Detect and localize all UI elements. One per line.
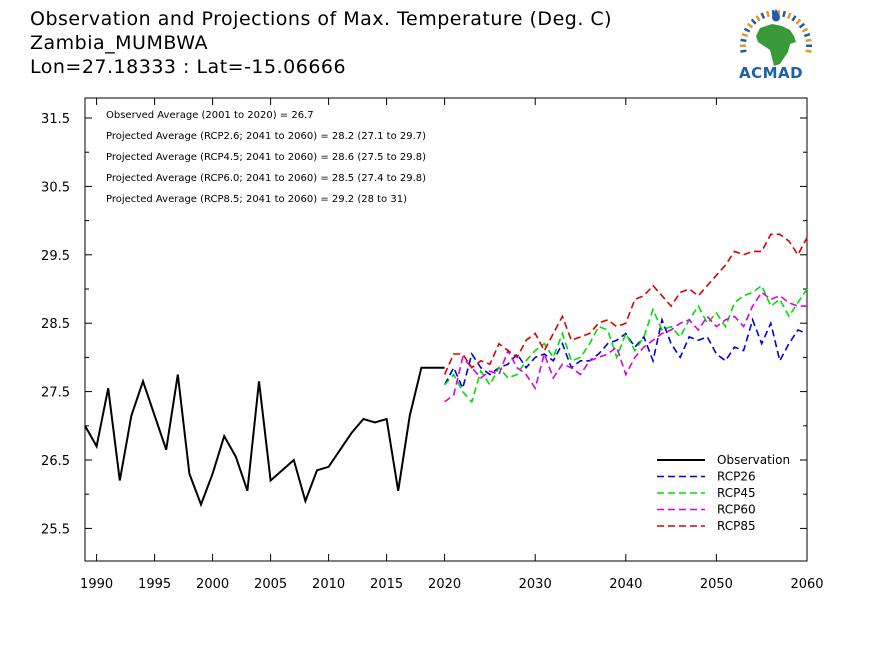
series-line-observation xyxy=(84,366,445,508)
logo-ray xyxy=(805,38,812,43)
annotation-line: Projected Average (RCP4.5; 2041 to 2060)… xyxy=(106,152,426,163)
logo-ray xyxy=(741,32,749,38)
y-tick-label: 28.5 xyxy=(41,317,70,332)
station-coordinates: Lon=27.18333 : Lat=-15.06666 xyxy=(30,56,347,78)
plot-frame xyxy=(84,97,808,562)
x-tick-label: 2000 xyxy=(196,577,229,592)
logo-ray xyxy=(798,22,806,29)
annotation-line: Observed Average (2001 to 2020) = 26.7 xyxy=(106,110,314,121)
y-tick-label: 26.5 xyxy=(41,454,70,469)
x-tick-label: 2050 xyxy=(700,577,733,592)
legend-label-rcp26: RCP26 xyxy=(717,470,756,484)
y-tick-label: 31.5 xyxy=(41,112,70,127)
y-tick-label: 25.5 xyxy=(41,522,70,537)
logo-ray xyxy=(746,22,754,29)
series-line-rcp26 xyxy=(443,317,808,391)
legend: Observation RCP26 RCP45 RCP60 RCP85 xyxy=(657,453,790,533)
series-line-rcp45 xyxy=(444,284,808,404)
chart-title: Observation and Projections of Max. Temp… xyxy=(30,8,613,30)
logo-ray xyxy=(803,32,811,38)
acmad-logo xyxy=(739,9,813,66)
logo-ray xyxy=(743,27,751,33)
annotation-line: Projected Average (RCP8.5; 2041 to 2060)… xyxy=(106,194,407,205)
x-tick-label: 1995 xyxy=(138,577,171,592)
logo-ray xyxy=(801,27,809,33)
logo-ray xyxy=(782,10,787,18)
series-line-rcp85 xyxy=(443,233,808,375)
logo-ray xyxy=(740,38,747,43)
legend-label-rcp85: RCP85 xyxy=(717,519,756,533)
logo-text: ACMAD xyxy=(739,64,804,82)
x-tick-label: 2015 xyxy=(370,577,403,592)
logo-africa-map xyxy=(756,24,796,66)
x-tick-label: 2005 xyxy=(254,577,287,592)
logo-ray xyxy=(805,49,812,53)
legend-label-observation: Observation xyxy=(717,453,790,467)
annotations: Observed Average (2001 to 2020) = 26.7 Pr… xyxy=(106,110,426,205)
logo-ray xyxy=(740,49,747,53)
axis-ticks: 25.5 26.5 27.5 28.5 29.5 30.5 31.5 1990 1995 2000… xyxy=(41,98,824,592)
logo-ray xyxy=(755,15,761,22)
series-line-rcp60 xyxy=(444,291,807,403)
legend-label-rcp45: RCP45 xyxy=(717,486,756,500)
logo-water-drop-icon xyxy=(772,9,780,22)
legend-label-rcp60: RCP60 xyxy=(717,503,756,517)
x-tick-label: 2020 xyxy=(428,577,461,592)
logo-ray xyxy=(786,12,792,20)
y-tick-label: 29.5 xyxy=(41,249,70,264)
y-tick-label: 27.5 xyxy=(41,386,70,401)
station-name: Zambia_MUMBWA xyxy=(30,32,208,54)
annotation-line: Projected Average (RCP2.6; 2041 to 2060)… xyxy=(106,131,426,142)
logo-ray xyxy=(791,15,797,22)
data-series xyxy=(84,233,808,508)
logo-ray xyxy=(760,12,766,20)
logo-ray xyxy=(750,18,757,25)
y-tick-label: 30.5 xyxy=(41,180,70,195)
x-tick-label: 2040 xyxy=(609,577,642,592)
x-tick-label: 2060 xyxy=(790,577,823,592)
x-tick-label: 2030 xyxy=(519,577,552,592)
x-tick-label: 1990 xyxy=(80,577,113,592)
x-tick-label: 2010 xyxy=(312,577,345,592)
logo-ray xyxy=(765,10,770,18)
logo-ray xyxy=(795,18,802,25)
annotation-line: Projected Average (RCP6.0; 2041 to 2060)… xyxy=(106,173,426,184)
